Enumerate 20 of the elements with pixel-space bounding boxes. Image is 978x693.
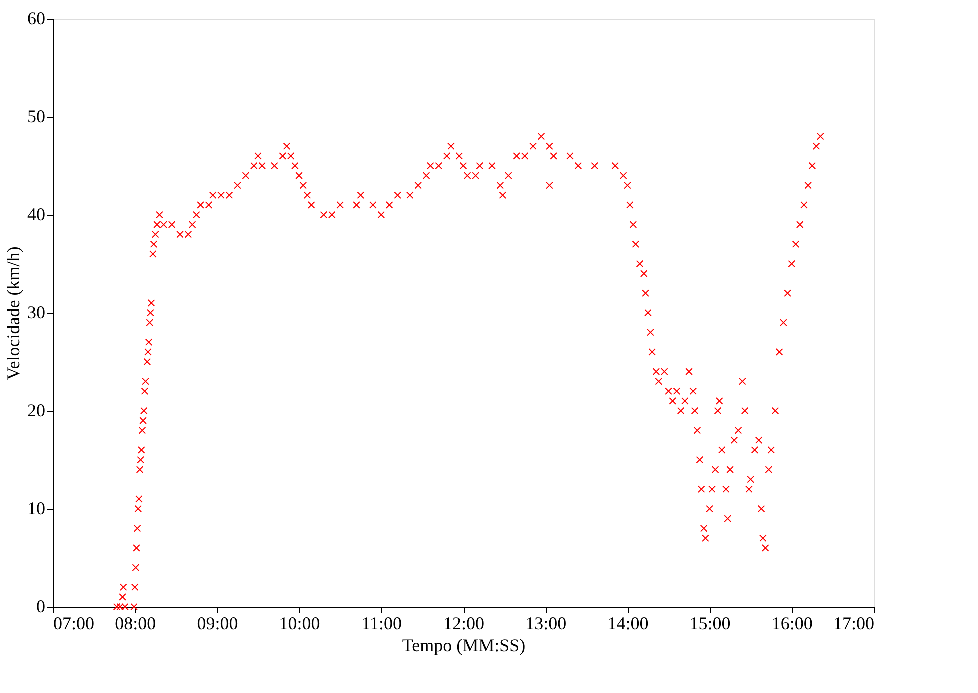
x-tick-label: 16:00 [772, 614, 813, 634]
x-tick-label: 14:00 [608, 614, 649, 634]
x-axis-title: Tempo (MM:SS) [402, 636, 526, 656]
y-tick-label: 10 [28, 498, 46, 518]
x-tick-label: 17:00 [833, 614, 874, 634]
x-tick-label: 11:00 [362, 614, 402, 634]
x-tick-label: 12:00 [443, 614, 485, 634]
y-tick-label: 60 [28, 8, 46, 28]
x-tick-label: 08:00 [115, 614, 156, 634]
y-tick-label: 0 [36, 596, 46, 616]
y-tick-label: 30 [28, 302, 46, 322]
x-tick-label: 10:00 [279, 614, 320, 634]
x-tick-label: 07:00 [54, 614, 95, 634]
y-tick-label: 50 [28, 106, 46, 126]
y-axis-title: Velocidade (km/h) [4, 246, 24, 380]
x-tick-label: 15:00 [690, 614, 731, 634]
y-tick-label: 20 [28, 400, 46, 420]
x-tick-label: 09:00 [197, 614, 238, 634]
y-tick-label: 40 [28, 204, 46, 224]
x-tick-label: 13:00 [526, 614, 567, 634]
